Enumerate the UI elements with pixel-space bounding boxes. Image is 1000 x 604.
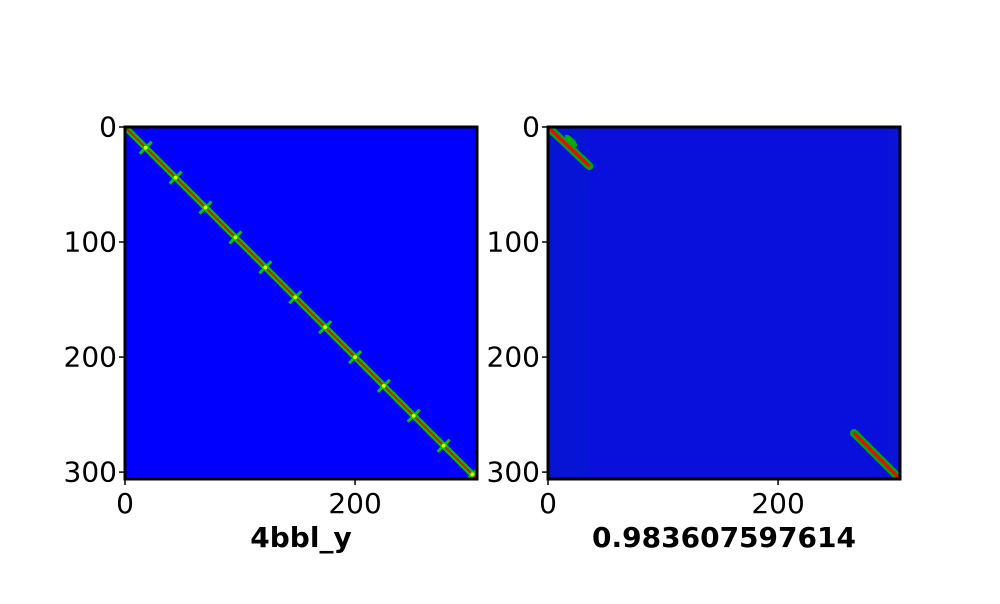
diagonal-marker-dot: [381, 383, 386, 388]
diagonal-marker-dot: [411, 413, 416, 418]
plot-area: [548, 127, 900, 479]
axes-frame: [123, 125, 479, 481]
x-tick-label: 200: [751, 487, 804, 520]
y-tick-label: 300: [64, 456, 117, 489]
diagonal-marker-dot: [323, 325, 328, 330]
axes-frame: [546, 125, 902, 481]
diagonal-band-core: [125, 127, 477, 479]
plot-area: [125, 127, 477, 479]
y-tick-label: 300: [487, 456, 540, 489]
diagonal-segment-core: [852, 431, 900, 479]
diagonal-marker-dot: [173, 175, 178, 180]
shading-strip: [548, 127, 588, 479]
y-tick-label: 0: [99, 111, 117, 144]
diagonal-marker-dot: [263, 265, 268, 270]
diagonal-marker-dot: [143, 145, 148, 150]
side-blob: [564, 134, 578, 147]
diagonal-marker-dot: [353, 355, 358, 360]
diagonal-segment-core: [548, 127, 591, 168]
y-tick-label: 100: [487, 226, 540, 259]
x-axis-label: 0.983607597614: [592, 521, 856, 554]
y-tick-label: 200: [487, 341, 540, 374]
x-tick-label: 200: [328, 487, 381, 520]
diagonal-marker-dot: [470, 472, 475, 477]
heatmap-background: [548, 127, 900, 479]
diagonal-marker-dot: [203, 205, 208, 210]
x-tick-label: 0: [539, 487, 557, 520]
x-axis-label: 4bbl_y: [250, 521, 351, 554]
y-tick-label: 0: [522, 111, 540, 144]
shading-strip: [888, 127, 900, 479]
diagonal-marker-dot: [293, 295, 298, 300]
y-tick-label: 100: [64, 226, 117, 259]
y-tick-label: 200: [64, 341, 117, 374]
diagonal-marker-dot: [441, 443, 446, 448]
x-tick-label: 0: [116, 487, 134, 520]
diagonal-marker-dot: [233, 235, 238, 240]
